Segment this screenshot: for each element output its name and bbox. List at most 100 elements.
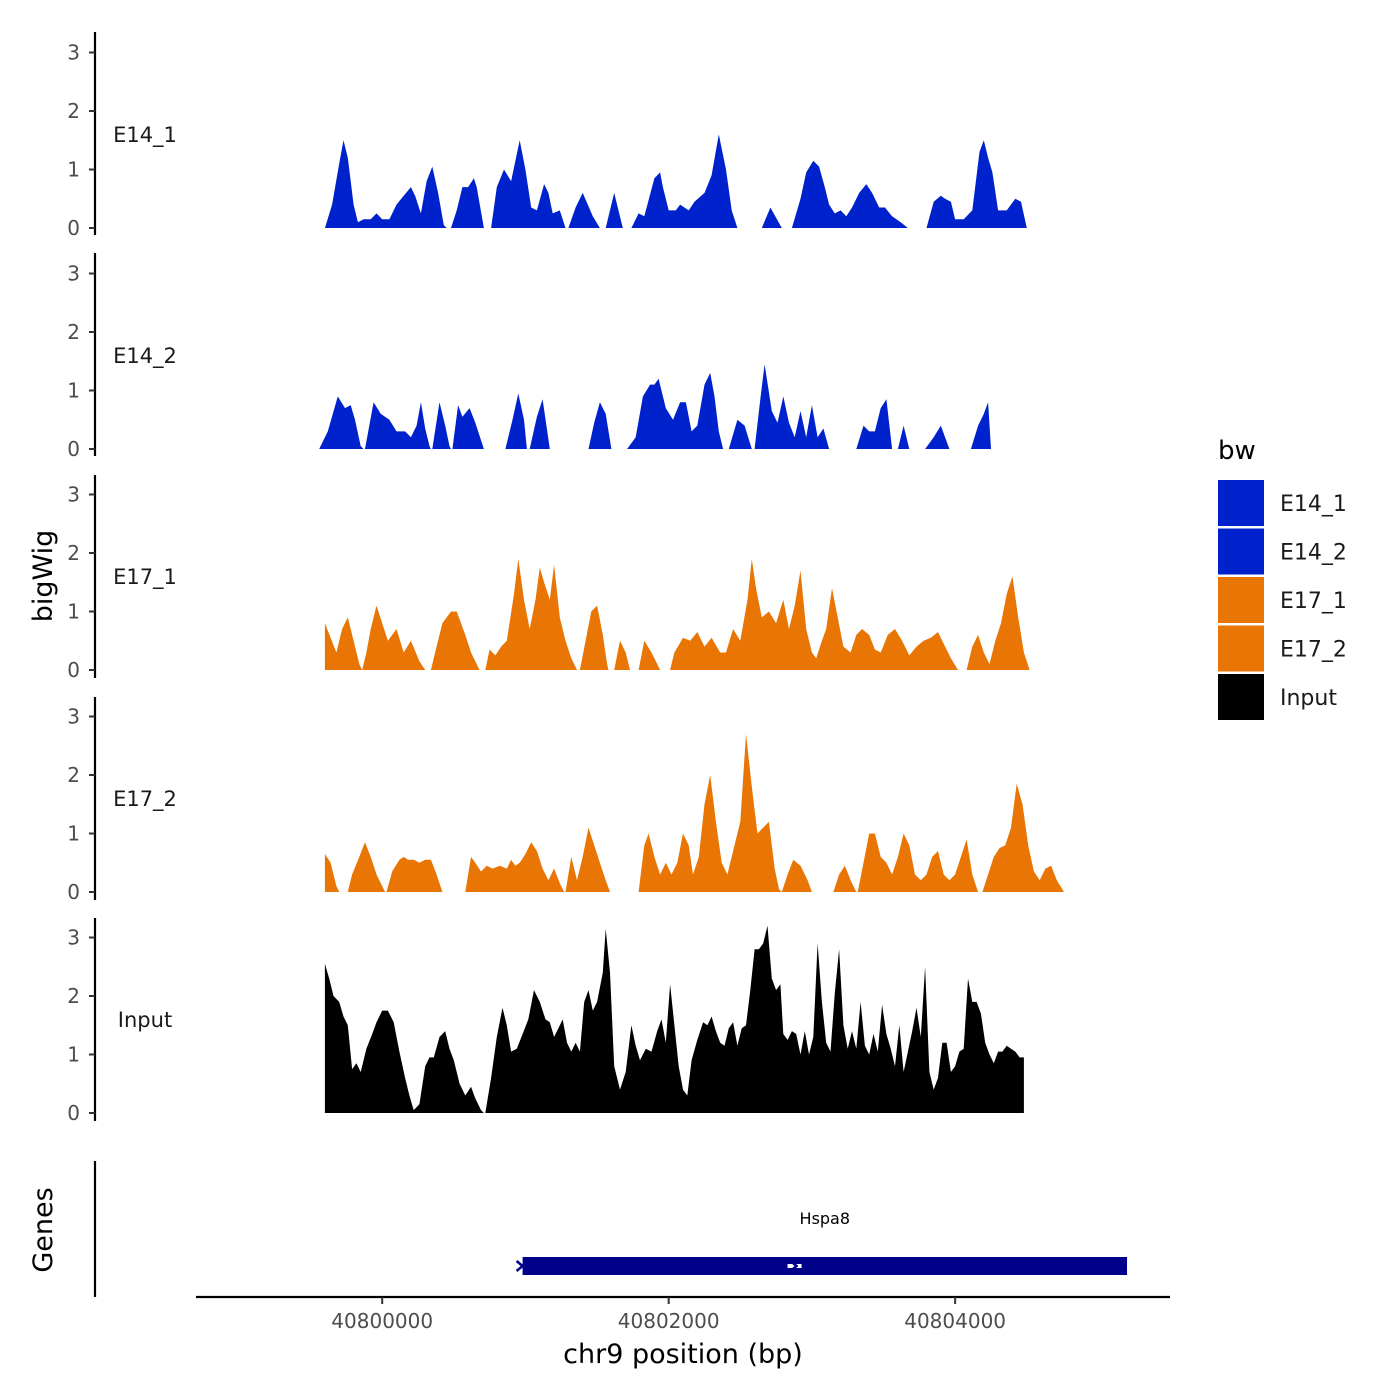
coverage-area <box>430 611 480 670</box>
track-e14-1: 0 1 2 3 E14_1 <box>67 32 1027 240</box>
coverage-area <box>631 134 738 228</box>
legend-label: E17_2 <box>1280 638 1347 663</box>
track-label: E14_2 <box>113 344 177 369</box>
legend-swatch <box>1218 577 1264 623</box>
y-tick-label: 3 <box>67 483 80 507</box>
coverage-area <box>857 833 979 892</box>
coverage-area <box>386 856 443 892</box>
coverage-area <box>638 640 661 670</box>
coverage-area <box>966 576 1030 670</box>
genes-panel-title: Genes <box>28 1187 59 1272</box>
track-label: E17_2 <box>113 787 177 812</box>
x-axis-title: chr9 position (bp) <box>563 1339 803 1370</box>
track-e17-2: 0 1 2 3 E17_2 <box>67 697 1064 904</box>
y-tick-label: 1 <box>67 379 80 403</box>
legend: bw E14_1 E14_2 E17_1 E17_2 Input <box>1218 436 1347 720</box>
coverage-area <box>452 405 484 449</box>
x-tick-label: 40804000 <box>904 1309 1006 1333</box>
coverage-area <box>465 842 565 892</box>
x-tick-label: 40802000 <box>618 1309 720 1333</box>
legend-label: E14_1 <box>1280 492 1347 517</box>
track-label: Input <box>118 1008 172 1032</box>
coverage-area <box>791 160 908 228</box>
coverage-area <box>897 425 910 449</box>
track-label: E14_1 <box>113 123 177 148</box>
gene-hspa8: Hspa8 <box>515 1209 1128 1275</box>
coverage-area <box>588 402 612 449</box>
coverage-area <box>505 393 527 449</box>
coverage-area <box>627 372 724 449</box>
y-tick-label: 1 <box>67 158 80 182</box>
coverage-area <box>761 207 782 228</box>
y-tick-label: 1 <box>67 822 80 846</box>
coverage-area <box>529 399 550 449</box>
coverage-area <box>754 364 830 449</box>
coverage-area <box>614 640 630 670</box>
coverage-area <box>324 963 484 1113</box>
y-tick-label: 3 <box>67 926 80 950</box>
y-tick-label: 3 <box>67 41 80 65</box>
coverage-area <box>568 192 600 228</box>
y-tick-label: 2 <box>67 541 80 565</box>
legend-swatch <box>1218 480 1264 526</box>
legend-title: bw <box>1218 436 1256 466</box>
legend-swatch <box>1218 674 1264 720</box>
coverage-area <box>485 925 1024 1113</box>
coverage-area <box>432 402 451 449</box>
coverage-area <box>324 140 447 228</box>
coverage-area <box>324 854 340 892</box>
gene-gap <box>787 1264 802 1268</box>
legend-swatch <box>1218 528 1264 575</box>
track-e17-1: 0 1 2 3 E17_1 <box>67 475 1030 682</box>
coverage-area <box>605 192 623 228</box>
coverage-area <box>565 827 610 892</box>
gene-panel: Hspa8 <box>93 1161 1128 1297</box>
y-tick-label: 1 <box>67 600 80 624</box>
y-tick-label: 0 <box>67 216 80 240</box>
coverage-area <box>781 859 812 892</box>
coverage-tracks: 0 1 2 3 E14_1 0 1 2 3 E14_2 0 1 2 3 E17_1 0 1 2 3 E17_2 0 1 2 3… <box>67 32 1064 1125</box>
track-label: E17_1 <box>113 565 177 590</box>
coverage-area <box>970 402 991 449</box>
track-e14-2: 0 1 2 3 E14_2 <box>67 253 991 461</box>
y-tick-label: 3 <box>67 705 80 729</box>
coverage-area <box>319 396 364 449</box>
coverage-area <box>485 558 577 670</box>
y-tick-label: 0 <box>67 658 80 682</box>
track-input: 0 1 2 3 Input <box>67 918 1024 1125</box>
y-tick-label: 2 <box>67 984 80 1008</box>
x-axis: 40800000 40802000 40804000 <box>196 1295 1170 1333</box>
coverage-area <box>638 734 782 892</box>
y-tick-label: 3 <box>67 262 80 286</box>
y-tick-label: 2 <box>67 763 80 787</box>
coverage-area <box>365 402 431 449</box>
gene-body <box>522 1257 1128 1275</box>
legend-label: E17_1 <box>1280 589 1347 614</box>
coverage-area <box>347 842 386 892</box>
strand-arrow <box>789 1260 799 1272</box>
coverage-area <box>451 178 484 228</box>
coverage-area <box>491 140 566 228</box>
y-tick-label: 0 <box>67 880 80 904</box>
coverage-area <box>926 140 1027 228</box>
coverage-area <box>925 425 950 449</box>
y-tick-label: 0 <box>67 1101 80 1125</box>
x-tick-label: 40800000 <box>331 1309 433 1333</box>
y-axis-title: bigWig <box>28 530 59 623</box>
coverage-area <box>579 605 609 670</box>
coverage-area <box>362 605 426 670</box>
y-tick-label: 2 <box>67 99 80 123</box>
coverage-area <box>728 419 752 449</box>
gene-label: Hspa8 <box>800 1209 851 1228</box>
strand-arrow <box>515 1260 525 1272</box>
coverage-area <box>833 865 857 892</box>
y-tick-label: 0 <box>67 437 80 461</box>
legend-label: Input <box>1280 686 1337 711</box>
y-tick-label: 1 <box>67 1043 80 1067</box>
coverage-area <box>670 558 958 670</box>
legend-swatch <box>1218 625 1264 672</box>
coverage-area <box>324 617 363 670</box>
y-tick-label: 2 <box>67 320 80 344</box>
legend-label: E14_2 <box>1280 541 1347 566</box>
